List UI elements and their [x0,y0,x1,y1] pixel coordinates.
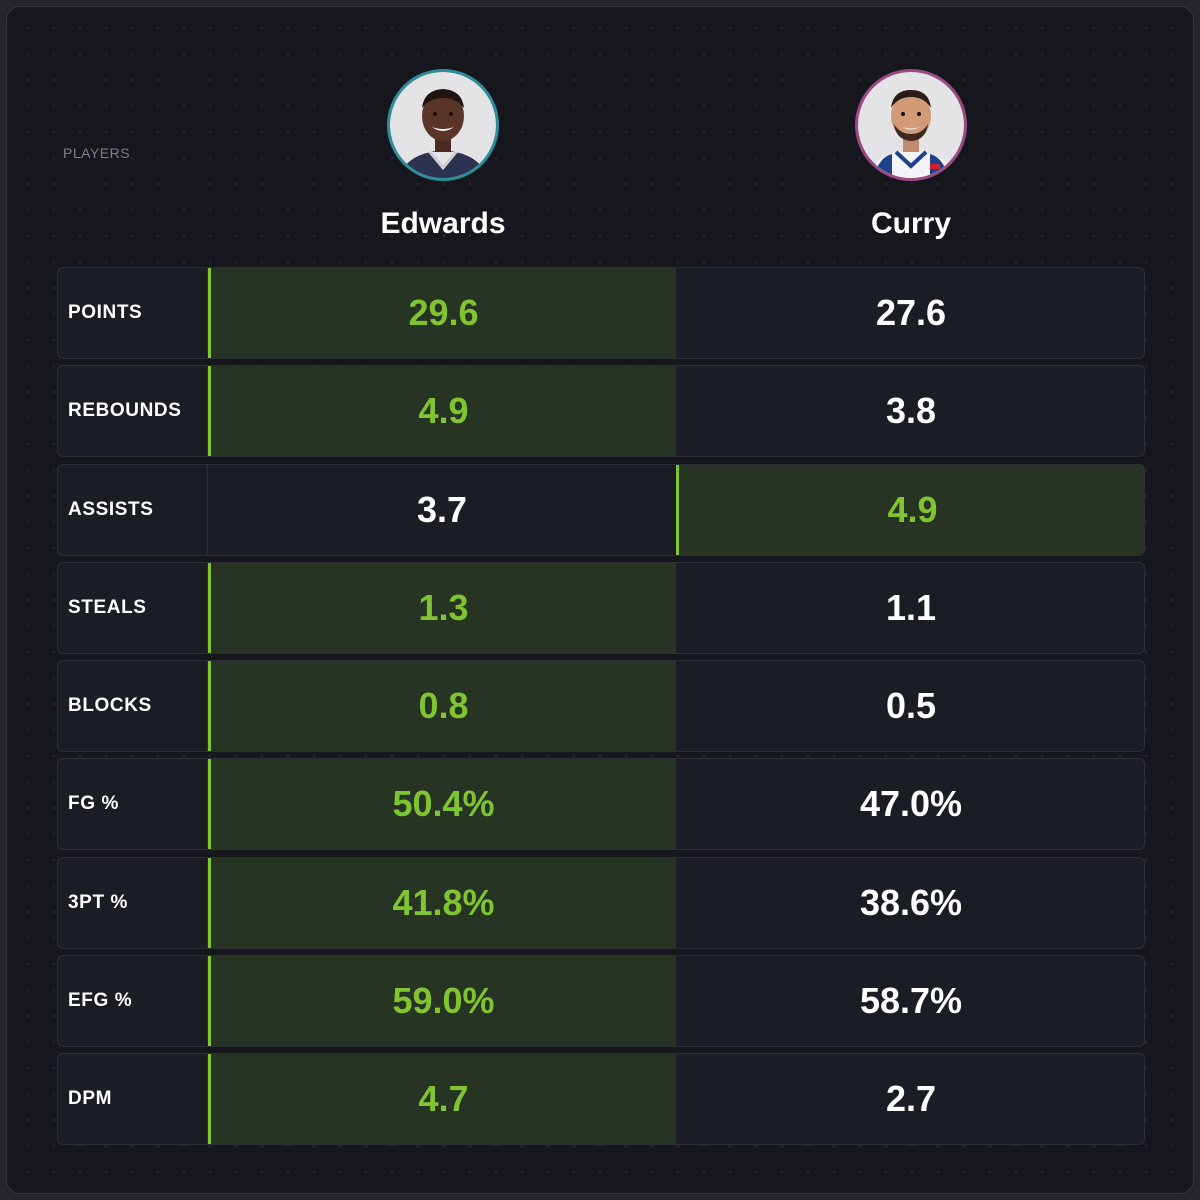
stat-value-curry: 0.5 [885,685,937,727]
stat-value-edwards: 50.4% [208,759,676,850]
stat-value-curry: 27.6 [875,292,947,333]
stat-value-edwards: 3.7 [416,488,468,530]
stat-row-fg-pct: FG % 50.4% 47.0% [57,758,1145,851]
stat-row-3pt-pct: 3PT % 41.8% 38.6% [57,856,1145,949]
stat-row-dpm: DPM 4.7 2.7 [57,1053,1145,1146]
stats-table: POINTS 29.6 27.6 REBOUNDS 4.9 3.8 ASSIST… [57,267,1145,1152]
stat-value-curry: 1.1 [885,586,937,628]
stat-row-blocks: BLOCKS 0.8 0.5 [57,660,1145,753]
stat-value-edwards: 1.3 [208,562,676,653]
stat-row-points: POINTS 29.6 27.6 [57,267,1145,359]
stat-label: STEALS [58,562,208,653]
stat-value-curry: 58.7% [859,980,963,1022]
stat-row-assists: ASSISTS 3.7 4.9 [57,463,1145,556]
player-name-curry: Curry [870,207,952,240]
stat-value-edwards: 4.7 [208,1054,676,1145]
stat-row-rebounds: REBOUNDS 4.9 3.8 [57,365,1145,458]
stat-label: BLOCKS [58,661,208,752]
stat-value-curry: 47.0% [859,783,963,825]
player-avatar-curry [855,69,967,181]
stat-value-edwards: 59.0% [208,956,676,1047]
stat-value-curry: 3.8 [885,390,937,432]
stat-value-edwards: 0.8 [208,661,676,752]
stat-value-curry: 4.9 [676,464,1144,555]
player-avatar-edwards [387,69,499,181]
stat-label: REBOUNDS [58,366,208,457]
stat-label: EFG % [58,956,208,1047]
stat-value-curry: 2.7 [885,1078,937,1120]
stat-row-steals: STEALS 1.3 1.1 [57,561,1145,654]
stat-label: ASSISTS [58,464,208,555]
player-headshot-curry-icon [858,72,964,178]
stat-label: POINTS [58,268,208,358]
stat-row-efg-pct: EFG % 59.0% 58.7% [57,955,1145,1048]
stat-value-edwards: 41.8% [208,857,676,948]
stat-value-edwards: 29.6 [208,268,676,358]
player-headshot-edwards-icon [390,72,496,178]
stat-label: 3PT % [58,857,208,948]
stat-label: FG % [58,759,208,850]
player-column-curry: Curry [791,69,1031,241]
comparison-card: PLAYERS Edwards [6,6,1194,1194]
player-name-edwards: Edwards [380,207,506,240]
stat-value-edwards: 4.9 [208,366,676,457]
stat-value-curry: 38.6% [859,881,963,923]
stat-label: DPM [58,1054,208,1145]
players-label: PLAYERS [63,145,131,161]
player-column-edwards: Edwards [323,69,563,241]
